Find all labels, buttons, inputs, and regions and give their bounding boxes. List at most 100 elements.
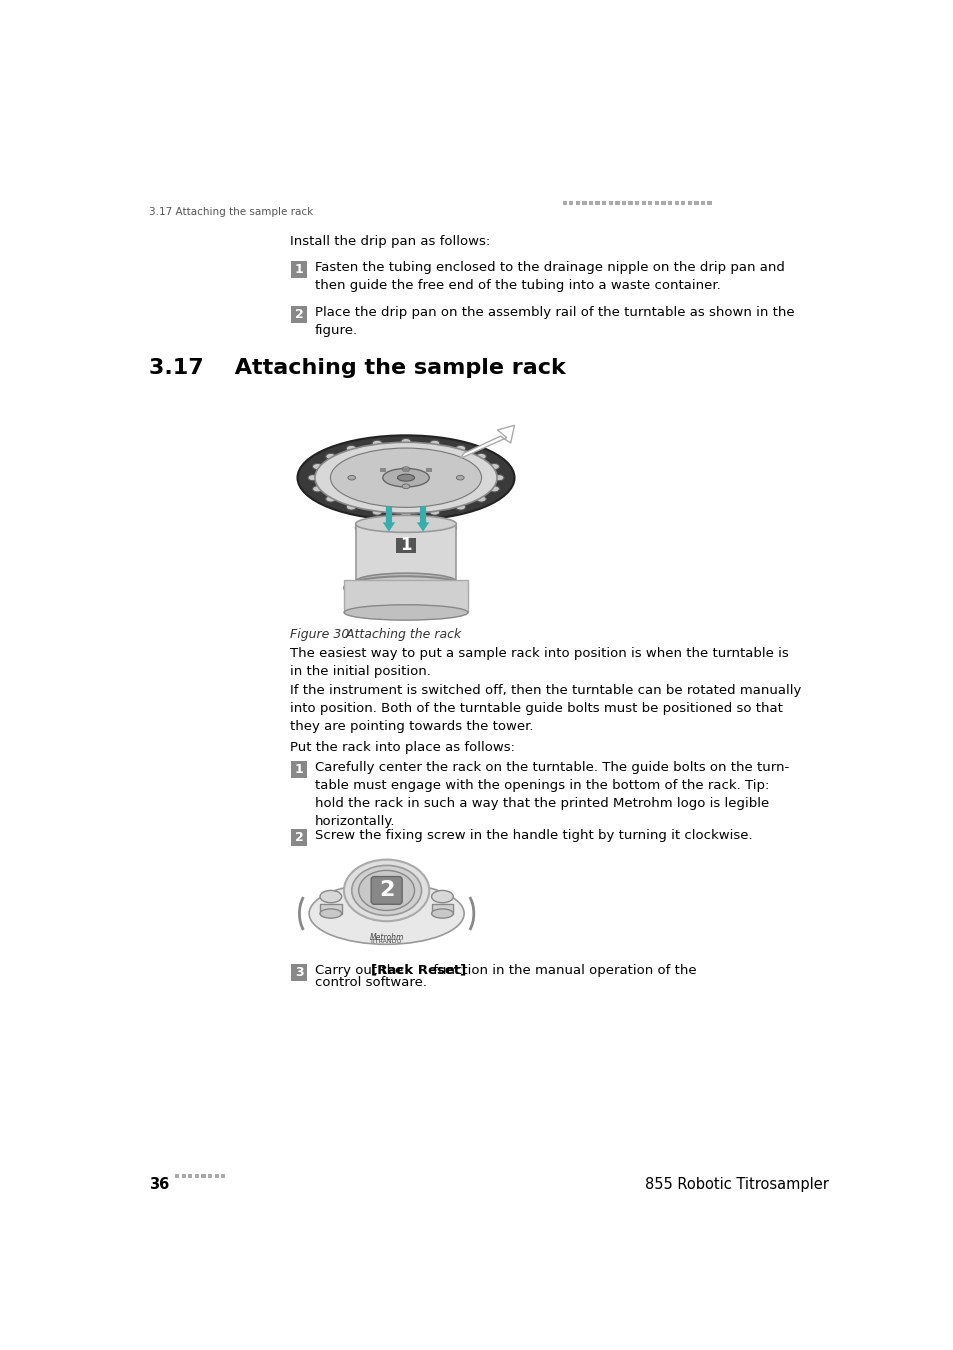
Bar bbox=[201, 1174, 206, 1179]
Ellipse shape bbox=[476, 454, 486, 459]
Ellipse shape bbox=[431, 909, 453, 918]
Bar bbox=[674, 201, 679, 205]
Ellipse shape bbox=[456, 504, 465, 510]
Bar bbox=[208, 1174, 212, 1179]
Bar bbox=[426, 468, 432, 471]
Bar bbox=[647, 201, 652, 205]
Bar bbox=[575, 201, 579, 205]
Bar bbox=[569, 201, 573, 205]
Ellipse shape bbox=[372, 509, 382, 516]
Text: Figure 30: Figure 30 bbox=[290, 628, 349, 641]
Bar bbox=[588, 201, 593, 205]
Text: Screw the fixing screw in the handle tight by turning it clockwise.: Screw the fixing screw in the handle tig… bbox=[314, 829, 751, 842]
Ellipse shape bbox=[352, 865, 421, 915]
Ellipse shape bbox=[432, 525, 441, 531]
Bar bbox=[595, 201, 599, 205]
Text: Carry out the: Carry out the bbox=[314, 964, 407, 976]
Bar bbox=[581, 201, 586, 205]
Ellipse shape bbox=[344, 860, 429, 921]
Bar bbox=[667, 201, 672, 205]
Bar bbox=[680, 201, 684, 205]
Ellipse shape bbox=[476, 495, 486, 502]
Bar bbox=[707, 201, 711, 205]
FancyArrow shape bbox=[416, 506, 429, 532]
Text: If the instrument is switched off, then the turntable can be rotated manually
in: If the instrument is switched off, then … bbox=[290, 684, 801, 733]
Text: Metrohm: Metrohm bbox=[369, 933, 403, 942]
Ellipse shape bbox=[401, 525, 410, 531]
Text: TITRANDO: TITRANDO bbox=[370, 940, 402, 944]
Ellipse shape bbox=[489, 463, 499, 470]
Text: 2: 2 bbox=[378, 880, 394, 900]
Bar bbox=[291, 261, 307, 278]
Bar bbox=[355, 524, 456, 582]
Text: [Rack Reset]: [Rack Reset] bbox=[371, 964, 466, 976]
Bar bbox=[687, 201, 691, 205]
Ellipse shape bbox=[319, 891, 341, 903]
Ellipse shape bbox=[456, 446, 465, 451]
Bar bbox=[641, 201, 645, 205]
Text: 1: 1 bbox=[400, 536, 412, 555]
Bar bbox=[562, 201, 566, 205]
Ellipse shape bbox=[494, 475, 503, 481]
Bar bbox=[608, 201, 612, 205]
Bar bbox=[214, 1174, 218, 1179]
Ellipse shape bbox=[313, 486, 322, 491]
Ellipse shape bbox=[382, 468, 429, 487]
Ellipse shape bbox=[429, 440, 439, 447]
Text: Attaching the rack: Attaching the rack bbox=[330, 628, 461, 641]
Bar bbox=[291, 761, 307, 778]
Bar bbox=[174, 1174, 179, 1179]
Ellipse shape bbox=[325, 454, 335, 459]
Text: The easiest way to put a sample rack into position is when the turntable is
in t: The easiest way to put a sample rack int… bbox=[290, 647, 788, 678]
Text: 3.17 Attaching the sample rack: 3.17 Attaching the sample rack bbox=[149, 207, 313, 216]
Bar bbox=[601, 201, 606, 205]
Bar bbox=[188, 1174, 193, 1179]
Ellipse shape bbox=[489, 486, 499, 491]
Text: Install the drip pan as follows:: Install the drip pan as follows: bbox=[290, 235, 490, 248]
Ellipse shape bbox=[429, 509, 439, 516]
Ellipse shape bbox=[313, 463, 322, 470]
Ellipse shape bbox=[330, 448, 481, 508]
Ellipse shape bbox=[346, 446, 356, 451]
Bar bbox=[660, 201, 665, 205]
Ellipse shape bbox=[297, 435, 514, 520]
Ellipse shape bbox=[348, 475, 355, 481]
Bar bbox=[344, 580, 468, 613]
Ellipse shape bbox=[370, 525, 379, 531]
Bar bbox=[694, 201, 698, 205]
Ellipse shape bbox=[372, 440, 382, 447]
Text: Carefully center the rack on the turntable. The guide bolts on the turn-
table m: Carefully center the rack on the turntab… bbox=[314, 761, 788, 828]
Ellipse shape bbox=[314, 443, 497, 513]
Ellipse shape bbox=[309, 883, 464, 944]
Ellipse shape bbox=[397, 474, 415, 481]
Text: 1: 1 bbox=[294, 763, 303, 776]
Text: 1: 1 bbox=[294, 262, 303, 275]
Text: function in the manual operation of the: function in the manual operation of the bbox=[428, 964, 696, 976]
Ellipse shape bbox=[431, 891, 453, 903]
Bar bbox=[700, 201, 704, 205]
Bar bbox=[431, 904, 453, 914]
FancyArrow shape bbox=[382, 506, 395, 532]
Text: control software.: control software. bbox=[314, 976, 426, 990]
Ellipse shape bbox=[344, 576, 468, 599]
Ellipse shape bbox=[319, 909, 341, 918]
Bar bbox=[615, 201, 618, 205]
Text: 36: 36 bbox=[149, 1177, 169, 1192]
Bar bbox=[291, 306, 307, 323]
Ellipse shape bbox=[402, 485, 410, 489]
Text: 2: 2 bbox=[294, 308, 303, 321]
Ellipse shape bbox=[402, 467, 410, 471]
Bar bbox=[319, 904, 341, 914]
FancyBboxPatch shape bbox=[395, 537, 416, 554]
Bar bbox=[291, 829, 307, 845]
Bar bbox=[379, 468, 385, 471]
Bar bbox=[628, 201, 632, 205]
Text: Place the drip pan on the assembly rail of the turntable as shown in the
figure.: Place the drip pan on the assembly rail … bbox=[314, 306, 793, 338]
Text: 3.17    Attaching the sample rack: 3.17 Attaching the sample rack bbox=[149, 358, 565, 378]
Bar bbox=[194, 1174, 199, 1179]
Ellipse shape bbox=[346, 504, 356, 510]
Text: 3: 3 bbox=[294, 965, 303, 979]
Bar bbox=[621, 201, 625, 205]
Ellipse shape bbox=[355, 574, 456, 590]
Text: Put the rack into place as follows:: Put the rack into place as follows: bbox=[290, 741, 515, 755]
